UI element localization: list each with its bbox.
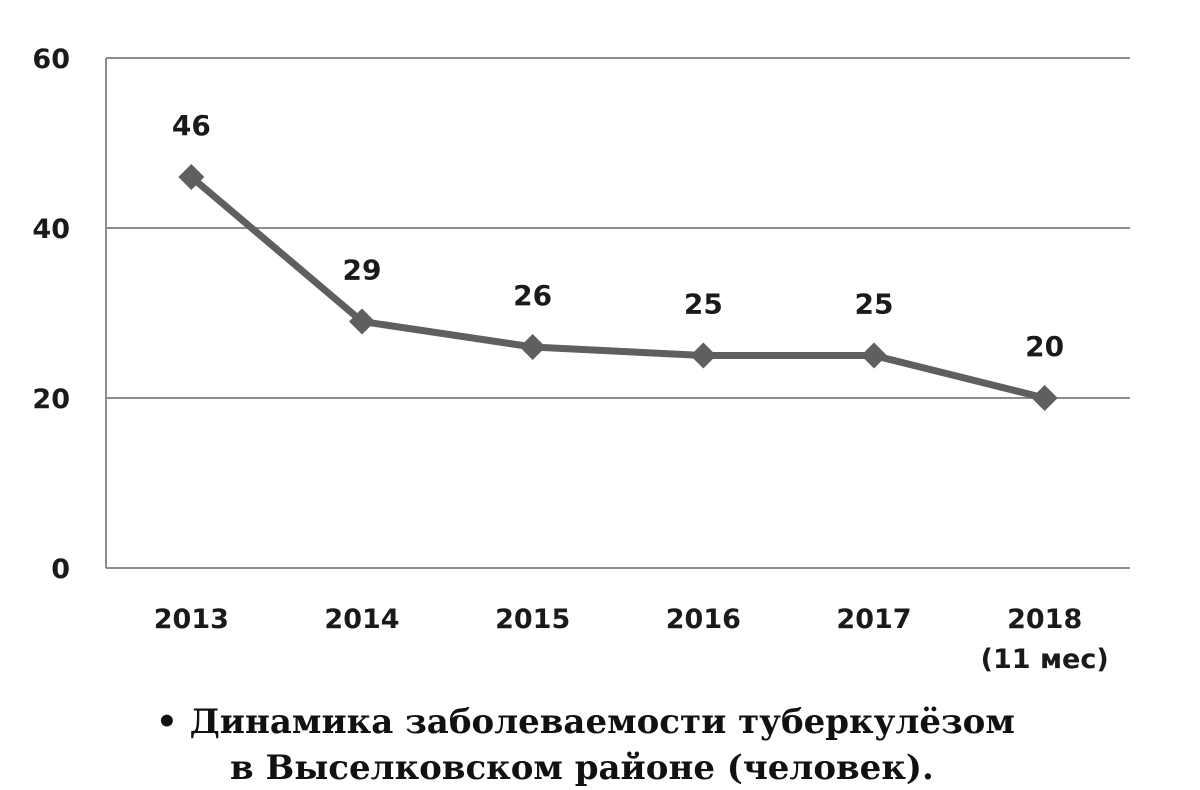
- x-tick-label: 2013: [154, 604, 229, 635]
- axes: [105, 58, 1130, 569]
- data-label: 26: [513, 279, 552, 312]
- x-tick-labels: 2013 2014 2015 2016 2017 2018 (11 мес): [154, 604, 1109, 675]
- caption-line-2: в Выселковском районе (человек).: [230, 748, 934, 788]
- x-tick-label: 2017: [836, 604, 911, 635]
- data-label: 20: [1025, 330, 1064, 363]
- data-point-marker: [861, 342, 887, 369]
- data-label: 25: [855, 288, 894, 321]
- series: [178, 164, 1058, 411]
- caption-line-1: • Динамика заболеваемости туберкулёзом: [156, 702, 1015, 742]
- data-point-marker: [1031, 385, 1058, 411]
- data-point-marker: [690, 342, 717, 369]
- x-tick-label: 2015: [495, 604, 570, 635]
- y-tick-label: 20: [32, 384, 70, 415]
- y-tick-label: 0: [51, 554, 70, 585]
- x-tick-label: 2016: [666, 604, 741, 635]
- data-point-marker: [178, 164, 205, 190]
- gridlines: [106, 57, 1130, 399]
- x-tick-label: 2018: [1007, 604, 1082, 635]
- data-point-marker: [519, 334, 546, 360]
- data-point-marker: [349, 308, 375, 335]
- series-line: [189, 174, 1046, 402]
- x-tick-label: 2014: [324, 604, 399, 635]
- data-label: 29: [343, 254, 382, 287]
- data-label: 25: [684, 288, 723, 321]
- data-label: 46: [172, 109, 211, 142]
- y-tick-label: 40: [32, 214, 70, 245]
- y-tick-labels: 0 20 40 60: [32, 44, 70, 585]
- y-tick-label: 60: [32, 44, 70, 75]
- data-labels: 46 29 26 25 25 20: [172, 109, 1064, 363]
- x-tick-label: (11 мес): [981, 644, 1109, 675]
